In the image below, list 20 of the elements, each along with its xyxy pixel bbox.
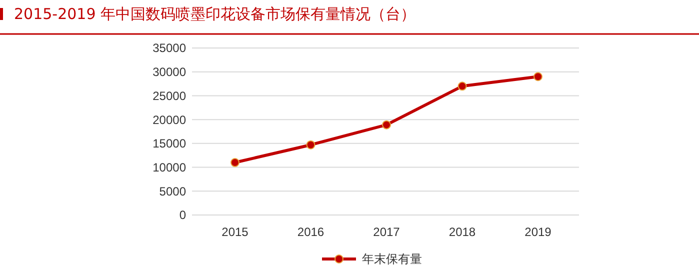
y-tick-label: 25000 xyxy=(152,88,186,103)
y-tick-label: 0 xyxy=(179,208,186,222)
legend-label: 年末保有量 xyxy=(362,252,422,266)
x-tick-label: 2016 xyxy=(297,225,324,239)
point xyxy=(306,140,316,150)
x-tick-label: 2018 xyxy=(448,225,476,239)
y-tick-label: 35000 xyxy=(152,41,186,56)
point xyxy=(382,120,391,130)
chart-title: 2015-2019 年中国数码喷墨印花设备市场保有量情况（台） xyxy=(14,5,416,23)
y-tick-label: 30000 xyxy=(152,65,186,80)
point xyxy=(230,158,240,168)
point xyxy=(534,72,542,82)
y-tick-label: 10000 xyxy=(152,160,186,174)
x-tick-label: 2017 xyxy=(373,225,400,239)
x-tick-label: 2019 xyxy=(524,225,552,239)
y-tick-label: 15000 xyxy=(152,136,186,151)
x-tick-label: 2015 xyxy=(222,225,249,239)
y-tick-label: 20000 xyxy=(152,112,186,127)
point xyxy=(458,82,467,91)
y-tick-label: 5000 xyxy=(159,184,186,198)
